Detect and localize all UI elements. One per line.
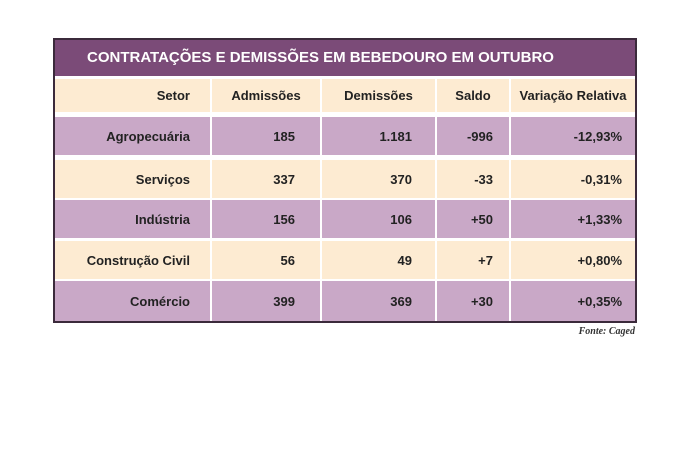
table-cell: -33 bbox=[437, 160, 509, 198]
table-cell: 369 bbox=[322, 281, 435, 321]
table-cell: -0,31% bbox=[511, 160, 635, 198]
table-cell: 337 bbox=[212, 160, 320, 198]
row-label: Serviços bbox=[55, 160, 210, 198]
table-cell: 370 bbox=[322, 160, 435, 198]
table-cell: +0,35% bbox=[511, 281, 635, 321]
table-cell: 49 bbox=[322, 241, 435, 279]
table-cell: 156 bbox=[212, 200, 320, 238]
table-cell: +0,80% bbox=[511, 241, 635, 279]
table-cell: 1.181 bbox=[322, 117, 435, 155]
column-header: Setor bbox=[55, 79, 210, 112]
row-label: Construção Civil bbox=[55, 241, 210, 279]
table-cell: +7 bbox=[437, 241, 509, 279]
column-header: Admissões bbox=[212, 79, 320, 112]
table: CONTRATAÇÕES E DEMISSÕES EM BEBEDOURO EM… bbox=[53, 38, 637, 323]
row-label: Comércio bbox=[55, 281, 210, 321]
table-cell: 399 bbox=[212, 281, 320, 321]
table-cell: +30 bbox=[437, 281, 509, 321]
table-cell: 106 bbox=[322, 200, 435, 238]
table-title: CONTRATAÇÕES E DEMISSÕES EM BEBEDOURO EM… bbox=[55, 40, 635, 76]
table-cell: -12,93% bbox=[511, 117, 635, 155]
row-label: Indústria bbox=[55, 200, 210, 238]
column-header: Saldo bbox=[437, 79, 509, 112]
table-cell: 185 bbox=[212, 117, 320, 155]
column-header: Variação Relativa bbox=[511, 79, 635, 112]
table-cell: 56 bbox=[212, 241, 320, 279]
table-cell: +50 bbox=[437, 200, 509, 238]
column-header: Demissões bbox=[322, 79, 435, 112]
table-cell: +1,33% bbox=[511, 200, 635, 238]
row-label: Agropecuária bbox=[55, 117, 210, 155]
table-cell: -996 bbox=[437, 117, 509, 155]
source: Fonte: Caged bbox=[578, 326, 635, 337]
